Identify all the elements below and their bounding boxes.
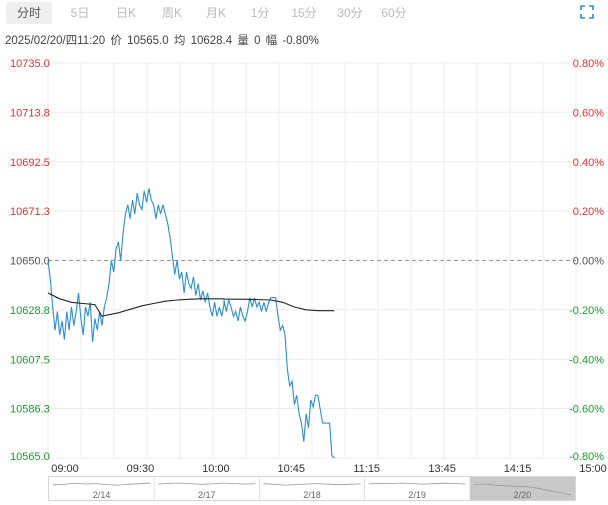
- overview-line: [473, 483, 572, 496]
- overview-line: [263, 483, 361, 486]
- pct-tick-label: 0.20%: [573, 206, 604, 218]
- y-tick-label: 10692.5: [10, 157, 50, 169]
- y-tick-label: 10650.0: [10, 256, 50, 268]
- x-tick-label: 15:00: [579, 463, 607, 475]
- pct-tick-label: -0.60%: [569, 404, 604, 416]
- y-tick-label: 10713.8: [10, 107, 50, 119]
- y-tick-label: 10735.0: [10, 58, 50, 70]
- volume-label: 量: [237, 35, 249, 47]
- overview-line: [52, 482, 151, 486]
- overview-line: [158, 482, 256, 485]
- change-label: 幅: [265, 35, 278, 47]
- x-tick-label: 13:45: [428, 463, 456, 475]
- change-value: -0.80%: [282, 35, 319, 47]
- x-tick-label: 10:45: [278, 463, 306, 475]
- x-tick-label: 09:30: [127, 463, 155, 475]
- tab-weekly-k[interactable]: 周K: [161, 6, 182, 20]
- overview-date-label: 2/20: [514, 490, 532, 500]
- pct-tick-label: -0.80%: [569, 451, 604, 463]
- intraday-chart[interactable]: 10735.0 0.80% 10713.8 0.60% 10692.5 0.40% 1067…: [0, 0, 608, 476]
- overview-date-label: 2/18: [303, 490, 321, 500]
- overview-selection: [469, 477, 575, 500]
- price-value: 10565.0: [127, 35, 169, 47]
- y-tick-label: 10607.5: [10, 354, 50, 366]
- tab-5day[interactable]: 5日: [70, 6, 90, 20]
- quote-info-line: 2025/02/20/四11:20 价 10565.0 均 10628.4 量 …: [5, 32, 321, 48]
- quote-datetime: 2025/02/20/四11:20: [5, 35, 106, 47]
- average-line: [47, 292, 335, 317]
- tab-monthly-k[interactable]: 月K: [205, 6, 226, 20]
- overview-date-label: 2/17: [198, 490, 216, 500]
- overview-date-label: 2/19: [408, 490, 426, 500]
- avg-value: 10628.4: [190, 35, 233, 47]
- pct-tick-label: 0.60%: [573, 107, 604, 119]
- y-tick-label: 10565.0: [10, 451, 50, 463]
- pct-tick-label: 0.80%: [573, 58, 604, 70]
- period-tab-bar: 分时 5日 日K 周K 月K 1分 15分 30分 60分: [0, 0, 608, 26]
- pct-tick-label: -0.20%: [569, 305, 604, 317]
- price-line: [47, 188, 335, 459]
- y-tick-label: 10671.3: [10, 206, 50, 218]
- tab-30min[interactable]: 30分: [337, 6, 363, 20]
- x-tick-label: 14:15: [504, 463, 532, 475]
- x-tick-label: 11:15: [353, 463, 380, 475]
- y-tick-label: 10628.8: [10, 305, 50, 317]
- price-label: 价: [110, 35, 122, 47]
- volume-value: 0: [254, 35, 261, 47]
- tab-1min[interactable]: 1分: [250, 6, 270, 20]
- overview-date-label: 2/14: [93, 490, 111, 500]
- pct-tick-label: 0.40%: [573, 157, 604, 169]
- overview-line: [368, 482, 466, 485]
- x-tick-label: 09:00: [51, 463, 79, 475]
- tab-60min[interactable]: 60分: [381, 6, 407, 20]
- expand-icon[interactable]: [580, 5, 594, 19]
- tab-daily-k[interactable]: 日K: [115, 6, 136, 20]
- tab-15min[interactable]: 15分: [291, 6, 317, 20]
- overview-navigator[interactable]: 2/14 2/17 2/18 2/19 2/20: [48, 476, 576, 501]
- y-tick-label: 10586.3: [10, 404, 50, 416]
- tab-intraday[interactable]: 分时: [6, 2, 52, 24]
- pct-tick-label: 0.00%: [573, 256, 604, 268]
- x-tick-label: 10:00: [202, 463, 230, 475]
- avg-label: 均: [173, 35, 186, 47]
- pct-tick-label: -0.40%: [569, 354, 604, 366]
